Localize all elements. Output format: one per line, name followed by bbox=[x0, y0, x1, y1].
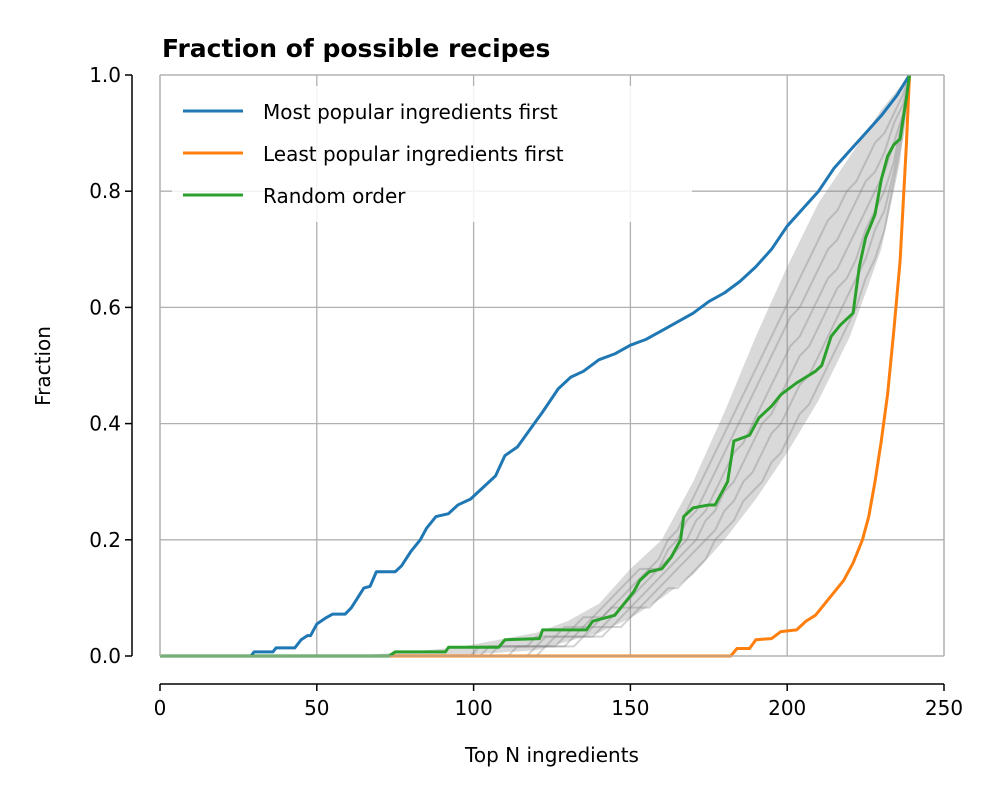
y-tick-label: 1.0 bbox=[89, 63, 121, 87]
legend-label-0: Most popular ingredients first bbox=[263, 100, 558, 124]
chart-title: Fraction of possible recipes bbox=[162, 34, 550, 63]
y-tick-label: 0.8 bbox=[89, 179, 121, 203]
y-tick-label: 0.0 bbox=[89, 644, 121, 668]
x-tick-label: 0 bbox=[154, 696, 167, 720]
random-trials-area bbox=[160, 75, 910, 656]
series-lines bbox=[160, 74, 912, 658]
y-tick-label: 0.6 bbox=[89, 295, 121, 319]
series-line-2 bbox=[160, 74, 911, 658]
x-tick-label: 50 bbox=[304, 696, 329, 720]
legend-label-2: Random order bbox=[263, 184, 406, 208]
x-tick-label: 150 bbox=[611, 696, 649, 720]
y-tick-label: 0.2 bbox=[89, 528, 121, 552]
legend-label-1: Least popular ingredients first bbox=[263, 142, 564, 166]
x-axis: 0 50 100 150 200 250 bbox=[154, 683, 963, 720]
series-line-0 bbox=[160, 74, 911, 658]
y-axis: 0.0 0.2 0.4 0.6 0.8 1.0 bbox=[89, 63, 133, 668]
plot-frame bbox=[159, 74, 945, 657]
legend: Most popular ingredients first Least popu… bbox=[172, 86, 692, 222]
x-tick-label: 100 bbox=[455, 696, 493, 720]
x-tick-label: 250 bbox=[925, 696, 963, 720]
series-line-1 bbox=[160, 74, 912, 658]
legend-box bbox=[172, 86, 692, 222]
x-axis-title: Top N ingredients bbox=[464, 743, 639, 767]
y-tick-label: 0.4 bbox=[89, 412, 121, 436]
y-axis-title: Fraction bbox=[31, 326, 55, 406]
x-tick-label: 200 bbox=[768, 696, 806, 720]
